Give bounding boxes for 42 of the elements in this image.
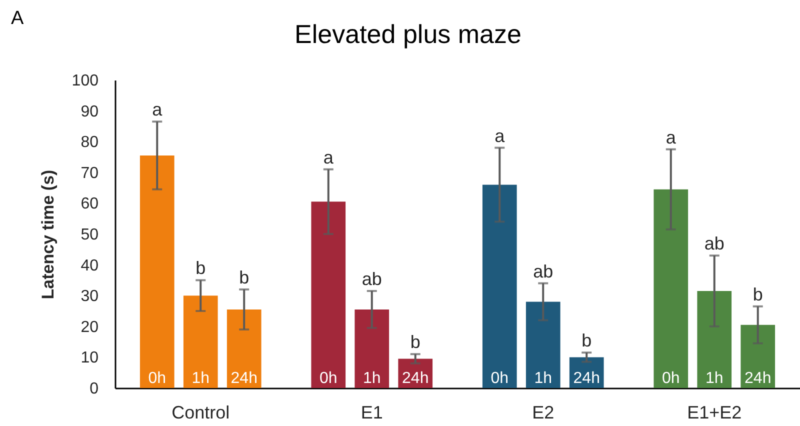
text: 1h	[534, 370, 552, 387]
annotation: ab	[533, 261, 554, 282]
chart-title: Elevated plus maze	[294, 19, 522, 49]
text: 24h	[744, 370, 772, 387]
text: 1h	[705, 370, 724, 387]
annotation: b	[582, 330, 592, 351]
y-tick-label: 80	[80, 134, 99, 152]
x-tick-label: Control	[172, 402, 230, 422]
y-tick-label: 60	[80, 196, 99, 213]
annotation: a	[152, 100, 164, 120]
annotation: a	[494, 126, 506, 146]
y-tick-label: 50	[80, 226, 99, 244]
annotation: b	[239, 267, 250, 288]
text: 24h	[402, 370, 429, 387]
x-tick-label: E1+E2	[687, 402, 742, 422]
series-label: 24h	[230, 370, 258, 387]
annotation: a	[666, 127, 677, 148]
text: 24h	[573, 370, 600, 387]
y-tick-label: 0	[90, 380, 99, 398]
y-tick-label: 10	[80, 350, 99, 367]
y-tick-label: 20	[80, 318, 99, 336]
y-tick-label: 30	[80, 288, 99, 306]
y-tick-label: 70	[80, 164, 99, 182]
x-tick-label: E1	[360, 402, 383, 422]
annotation: b	[410, 332, 420, 352]
annotation: b	[196, 258, 206, 278]
annotation: a	[323, 147, 334, 168]
text: A	[11, 8, 24, 29]
text: 1h	[362, 370, 381, 387]
text: 0h	[662, 370, 680, 387]
y-tick-label: 90	[80, 103, 99, 120]
series-label: 0h	[148, 370, 166, 387]
annotation: ab	[704, 234, 724, 254]
y-tick-label: 100	[72, 72, 99, 90]
x-tick-label: E2	[532, 402, 554, 422]
y-axis-title: Latency time (s)	[38, 170, 58, 300]
annotation: b	[752, 284, 763, 304]
text: 0h	[319, 370, 338, 387]
y-tick-label: 40	[80, 257, 99, 274]
series-label: 1h	[192, 370, 210, 387]
annotation: ab	[362, 268, 382, 289]
text: 0h	[490, 370, 509, 387]
